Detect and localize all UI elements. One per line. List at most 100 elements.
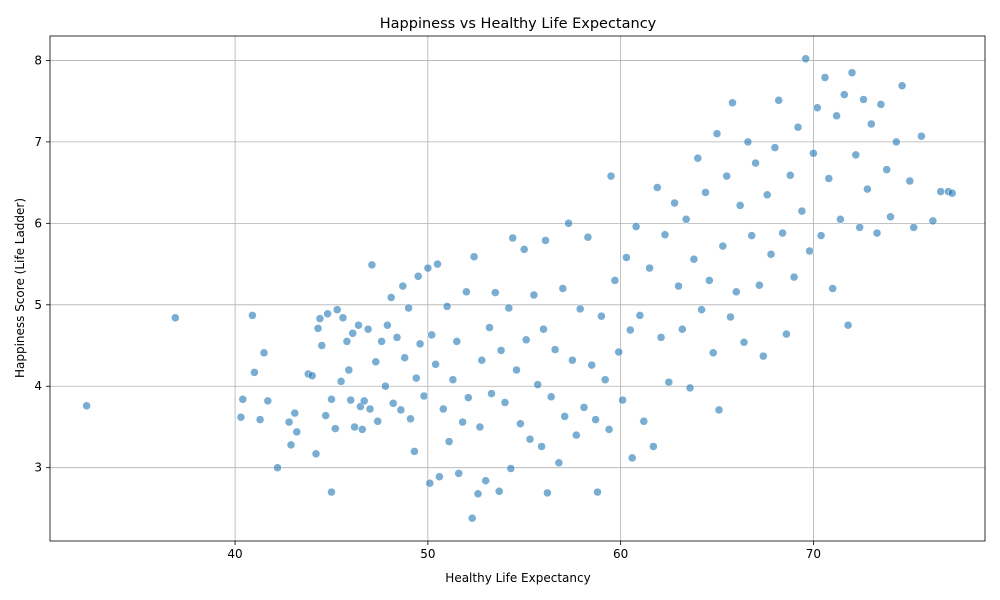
data-point — [171, 313, 180, 323]
data-point — [660, 230, 670, 239]
data-point — [448, 375, 458, 384]
data-point — [828, 284, 837, 293]
data-point — [367, 260, 377, 270]
data-point — [506, 464, 516, 473]
data-point — [400, 353, 409, 362]
data-point — [606, 171, 616, 181]
x-tick-label: 70 — [806, 547, 821, 561]
data-point — [558, 284, 568, 293]
data-point — [813, 103, 822, 112]
data-point — [728, 98, 737, 108]
data-point — [248, 311, 257, 320]
data-point — [947, 188, 957, 198]
data-point — [712, 129, 722, 138]
data-point — [550, 345, 560, 354]
data-point — [496, 346, 506, 355]
data-point — [263, 396, 273, 406]
data-point — [645, 263, 654, 273]
data-point — [284, 417, 294, 427]
data-point — [774, 96, 783, 105]
y-tick-label: 5 — [34, 298, 42, 312]
data-point — [346, 395, 355, 405]
data-point — [398, 281, 408, 291]
data-point — [396, 405, 406, 415]
data-point — [597, 311, 606, 321]
data-point — [373, 417, 382, 426]
data-point — [386, 293, 396, 302]
data-point — [726, 312, 735, 322]
data-point — [292, 427, 302, 437]
data-point — [365, 404, 375, 414]
data-point — [587, 360, 596, 370]
data-point — [743, 137, 753, 147]
data-point — [82, 401, 91, 411]
data-point — [622, 253, 631, 262]
data-point — [508, 233, 517, 243]
y-axis-label: Happiness Score (Life Ladder) — [13, 198, 27, 378]
data-point — [840, 90, 849, 99]
data-point — [909, 223, 918, 232]
data-point — [469, 252, 479, 261]
data-point — [693, 153, 703, 163]
data-point — [685, 383, 695, 393]
data-point — [473, 489, 483, 499]
data-point — [427, 330, 436, 340]
data-point — [664, 377, 674, 387]
data-point — [481, 476, 490, 485]
data-point — [564, 219, 573, 228]
x-tick-label: 40 — [227, 547, 242, 561]
data-point — [876, 100, 886, 109]
data-point — [805, 246, 814, 256]
data-point — [897, 81, 907, 90]
plot-frame — [49, 35, 986, 542]
data-point — [670, 198, 679, 208]
data-point — [435, 472, 444, 481]
data-point — [917, 131, 926, 141]
data-point — [689, 254, 699, 264]
data-point — [255, 415, 265, 424]
data-point — [859, 95, 868, 104]
data-point — [649, 442, 658, 451]
data-point — [766, 250, 776, 259]
y-tick-label: 3 — [34, 461, 42, 475]
data-point — [770, 143, 780, 152]
data-point — [529, 290, 539, 300]
data-point — [593, 487, 602, 497]
data-point — [755, 280, 764, 290]
data-point — [419, 391, 429, 401]
data-point — [554, 458, 564, 468]
data-point — [697, 305, 706, 314]
data-point — [732, 287, 741, 297]
data-point — [516, 419, 525, 428]
data-point — [371, 357, 381, 367]
data-point — [415, 339, 425, 349]
data-point — [327, 395, 336, 404]
data-point — [539, 324, 548, 334]
data-point — [863, 184, 872, 194]
data-point — [331, 424, 340, 433]
data-point — [847, 68, 857, 77]
data-point — [410, 447, 419, 456]
data-point — [936, 187, 945, 196]
data-point — [708, 348, 718, 358]
data-point — [739, 338, 749, 347]
data-point — [782, 329, 791, 339]
y-tick-label: 6 — [34, 216, 42, 230]
data-point — [475, 422, 485, 432]
data-point — [311, 449, 321, 459]
data-point — [591, 415, 600, 424]
data-point — [259, 348, 269, 358]
data-point — [572, 430, 581, 440]
x-axis-label: Healthy Life Expectancy — [445, 571, 590, 585]
data-point — [307, 371, 317, 380]
data-point — [350, 422, 359, 432]
data-point — [928, 216, 938, 226]
data-point — [681, 215, 691, 224]
data-point — [500, 398, 510, 407]
data-point — [412, 373, 421, 383]
data-point — [824, 174, 834, 183]
data-point — [342, 337, 352, 346]
data-point — [751, 158, 760, 168]
data-point — [521, 335, 531, 345]
data-point — [358, 425, 367, 434]
